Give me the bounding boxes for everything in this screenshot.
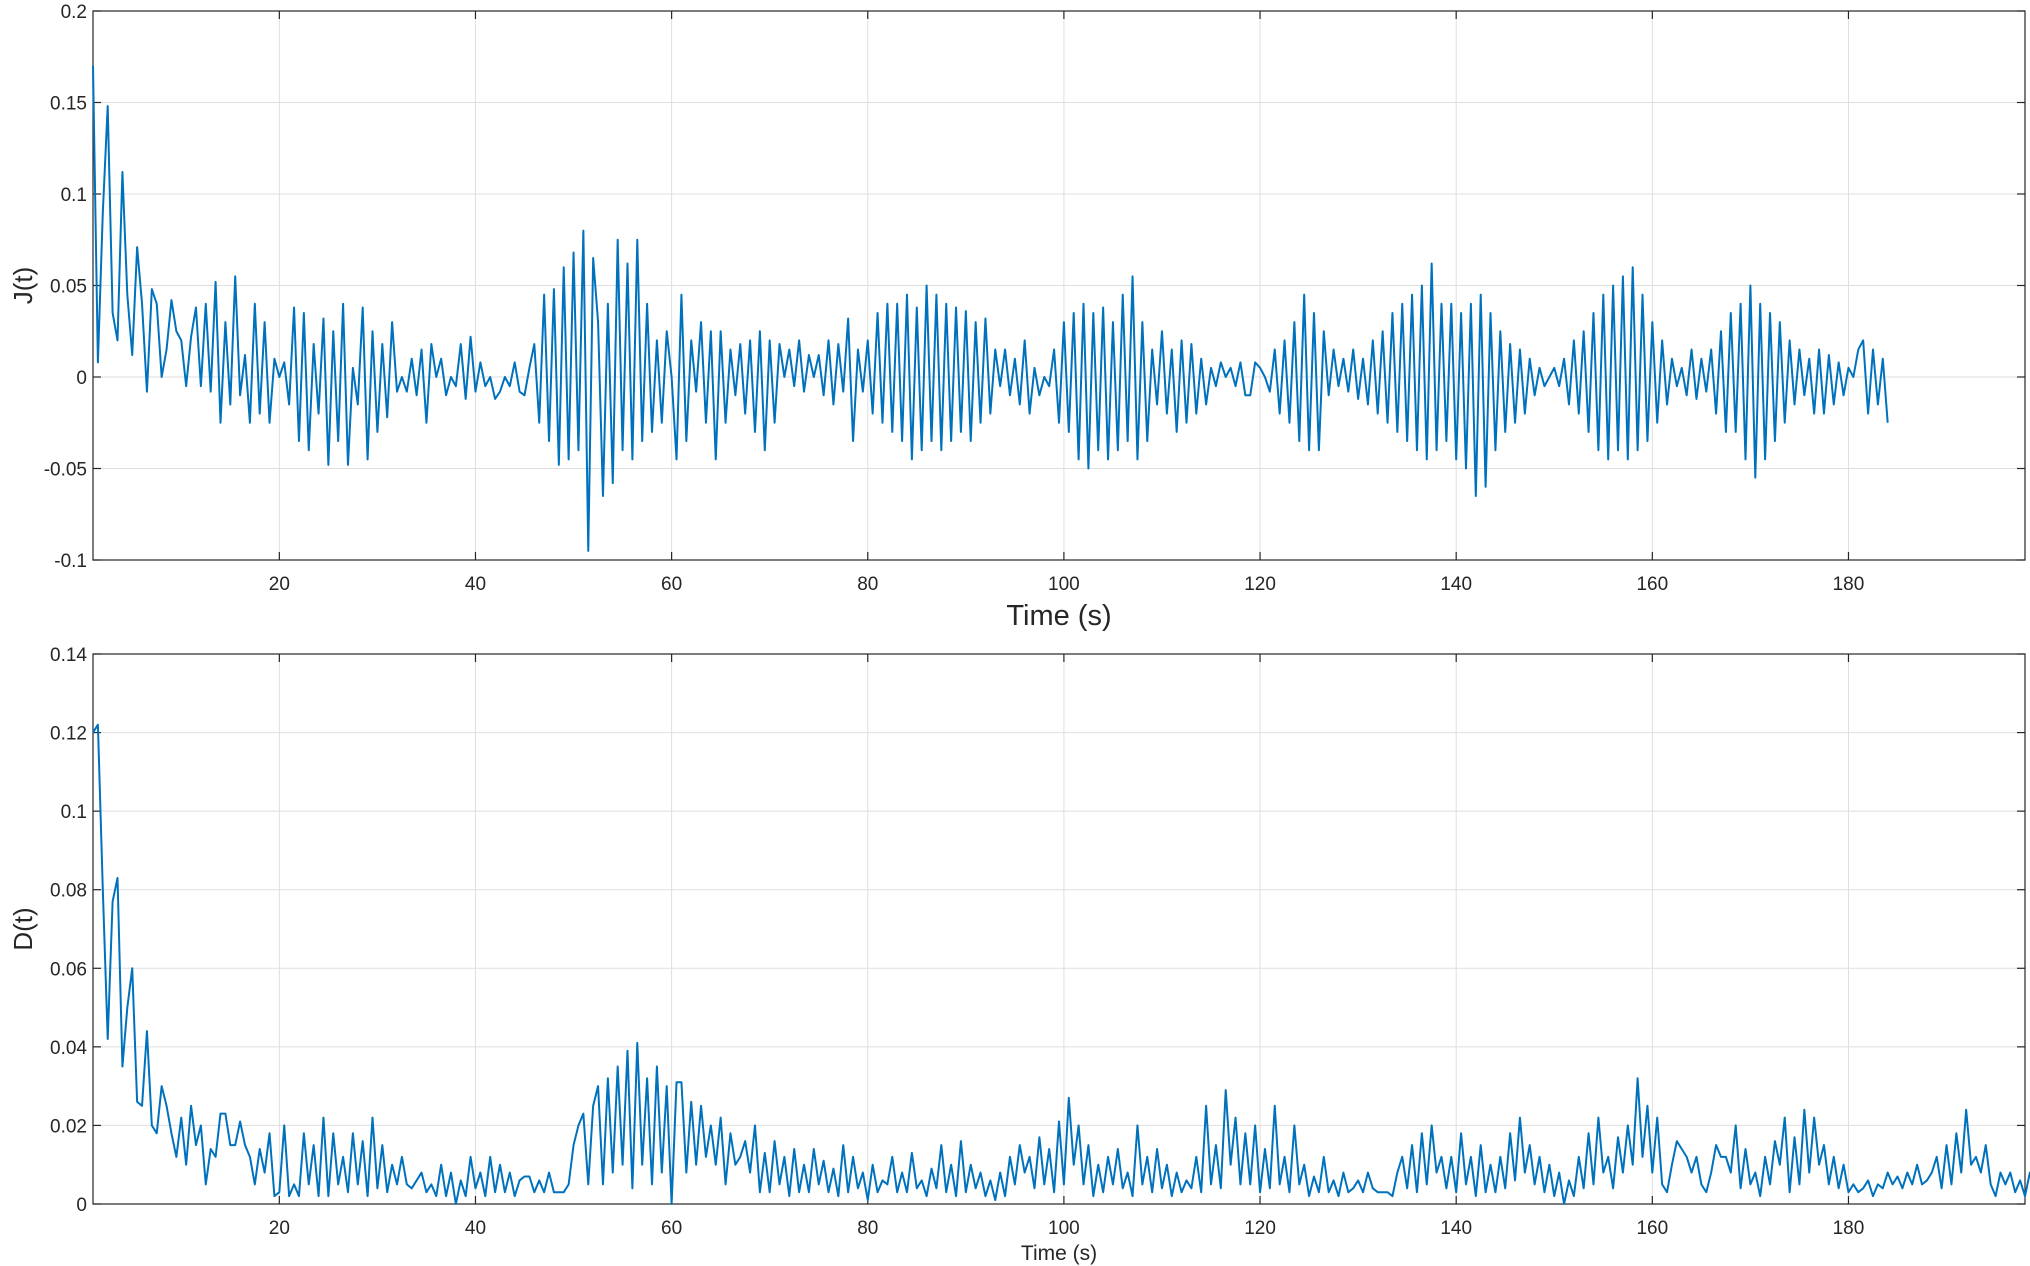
series-line — [92, 65, 1889, 552]
y-tick-label: 0.04 — [50, 1038, 87, 1059]
x-tick-label: 140 — [1440, 1218, 1472, 1239]
x-tick-label: 40 — [465, 574, 486, 595]
x-tick-label: 60 — [661, 1218, 682, 1239]
plot-D: 20 40 60 80 100 120 140 160 180 0 0.02 0.04 0.06 0.08… — [8, 645, 2030, 1265]
y-tick-label: 0.05 — [50, 277, 87, 298]
x-tick-label: 20 — [269, 1218, 290, 1239]
x-tick-label: 40 — [465, 1218, 486, 1239]
x-tick-label: 80 — [857, 1218, 878, 1239]
x-tick-label: 100 — [1048, 574, 1080, 595]
y-tick-label: 0 — [76, 1195, 87, 1216]
y-tick-label: 0.06 — [50, 959, 87, 980]
y-tick-label: 0.14 — [50, 645, 87, 666]
x-axis-title: Time (s) — [1021, 1242, 1097, 1265]
x-tick-label: 160 — [1636, 1218, 1668, 1239]
y-tick-label: -0.05 — [44, 460, 87, 481]
series-line — [92, 723, 2030, 1205]
x-tick-label: 120 — [1244, 1218, 1276, 1239]
x-tick-label: 100 — [1048, 1218, 1080, 1239]
y-tick-label: -0.1 — [54, 551, 87, 572]
y-tick-label: 0.1 — [61, 802, 87, 823]
y-tick-label: 0.08 — [50, 881, 87, 902]
y-tick-label: 0.15 — [50, 94, 87, 115]
x-tick-label: 60 — [661, 574, 682, 595]
x-tick-label: 180 — [1833, 1218, 1865, 1239]
y-tick-label: 0 — [76, 368, 87, 389]
x-tick-label: 120 — [1244, 574, 1276, 595]
x-tick-label: 80 — [857, 574, 878, 595]
y-axis-title: J(t) — [8, 267, 38, 305]
y-tick-label: 0.1 — [61, 185, 87, 206]
x-tick-label: 160 — [1636, 574, 1668, 595]
y-tick-label: 0.2 — [61, 2, 87, 23]
x-tick-label: 180 — [1833, 574, 1865, 595]
plot-J: 20 40 60 80 100 120 140 160 180 -0.1 -0.05 0 0.05 0.1… — [8, 2, 2026, 632]
x-tick-label: 140 — [1440, 574, 1472, 595]
y-tick-label: 0.02 — [50, 1116, 87, 1137]
x-axis-title: Time (s) — [1006, 600, 1111, 632]
y-tick-label: 0.12 — [50, 724, 87, 745]
y-axis-title: D(t) — [8, 907, 38, 950]
x-tick-label: 20 — [269, 574, 290, 595]
axes-box — [92, 653, 2026, 1205]
